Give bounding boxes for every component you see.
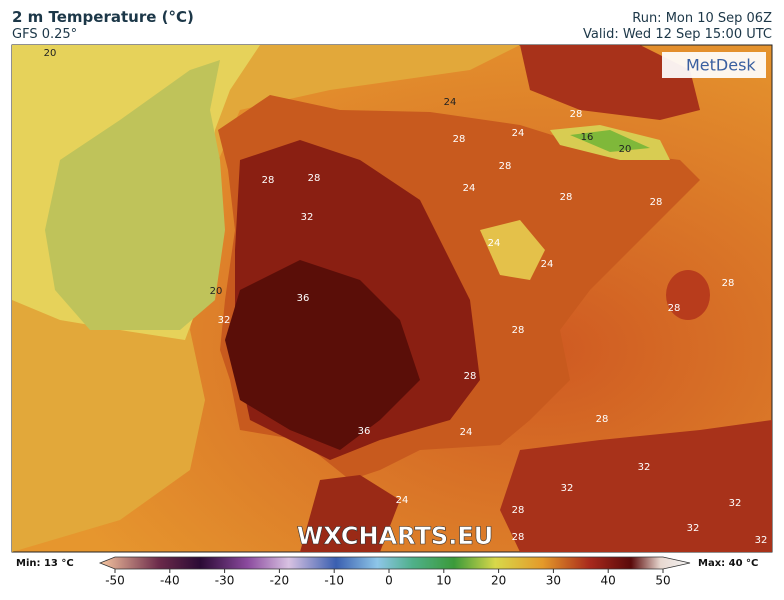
logo: MetDesk xyxy=(686,56,756,75)
contour-label: 28 xyxy=(512,325,525,336)
north-africa xyxy=(500,420,772,552)
colorbar-tick-label: 0 xyxy=(385,574,393,588)
contour-label: 28 xyxy=(560,192,573,203)
max-label: Max: 40 °C xyxy=(698,558,758,569)
colorbar-tick-label: 20 xyxy=(491,574,506,588)
contour-label: 20 xyxy=(210,286,223,297)
contour-label: 28 xyxy=(650,197,663,208)
atlantic-cool xyxy=(45,60,225,330)
valid-time: Valid: Wed 12 Sep 15:00 UTC xyxy=(583,27,772,42)
contour-label: 28 xyxy=(308,173,321,184)
contour-label: 28 xyxy=(512,505,525,516)
contour-label: 28 xyxy=(668,303,681,314)
colorbar-ramp xyxy=(98,556,691,570)
contour-label: 24 xyxy=(444,97,457,108)
pyrenees-cool xyxy=(570,130,650,152)
contour-label: 36 xyxy=(297,293,310,304)
colorbar-tick-label: -50 xyxy=(105,574,125,588)
colorbar-tick-label: -10 xyxy=(324,574,344,588)
iberia-hottest xyxy=(225,260,420,450)
contour-label: 24 xyxy=(463,183,476,194)
contour-label: 32 xyxy=(687,523,700,534)
contour-label: 32 xyxy=(729,498,742,509)
contour-label: 36 xyxy=(358,426,371,437)
contour-label: 24 xyxy=(460,427,473,438)
colorbar-tick-label: -40 xyxy=(160,574,180,588)
colorbar-tick-label: 30 xyxy=(546,574,561,588)
colorbar-tick-label: -30 xyxy=(215,574,235,588)
contour-label: 24 xyxy=(541,259,554,270)
contour-label: 16 xyxy=(581,132,594,143)
iberian-range xyxy=(480,220,545,280)
mallorca xyxy=(666,270,710,320)
contour-label: 24 xyxy=(488,238,501,249)
contour-label: 28 xyxy=(596,414,609,425)
contour-label: 28 xyxy=(722,278,735,289)
contour-label: 28 xyxy=(453,134,466,145)
run-time: Run: Mon 10 Sep 06Z xyxy=(632,11,772,26)
contour-label: 32 xyxy=(218,315,231,326)
logo-box xyxy=(662,52,766,78)
contour-labels: 20 24 28 24 16 20 28 28 28 28 24 28 28 3… xyxy=(44,48,768,546)
contour-label: 24 xyxy=(512,128,525,139)
map: MetDesk WXCHARTS.EU 20 24 28 24 16 20 28… xyxy=(11,44,773,553)
watermark: WXCHARTS.EU xyxy=(297,522,493,550)
contour-label: 28 xyxy=(570,109,583,120)
contour-label: 20 xyxy=(619,144,632,155)
colorbar: Min: 13 °C Max: 40 °C -50 -40 -30 -20 -10 0 10… xyxy=(16,556,758,588)
contour-label: 28 xyxy=(262,175,275,186)
title: 2 m Temperature (°C) xyxy=(12,8,194,26)
contour-label: 24 xyxy=(396,495,409,506)
contour-label: 28 xyxy=(464,371,477,382)
contour-label: 32 xyxy=(638,462,651,473)
contour-label: 32 xyxy=(755,535,768,546)
contour-label: 28 xyxy=(512,532,525,543)
colorbar-tick-label: 40 xyxy=(601,574,616,588)
subtitle: GFS 0.25° xyxy=(12,27,77,42)
contour-label: 28 xyxy=(499,161,512,172)
min-label: Min: 13 °C xyxy=(16,558,74,569)
colorbar-tick-label: 50 xyxy=(655,574,670,588)
contour-label: 32 xyxy=(561,483,574,494)
contour-label: 20 xyxy=(44,48,57,59)
morocco xyxy=(300,475,400,552)
contour-label: 32 xyxy=(301,212,314,223)
france xyxy=(520,45,700,120)
colorbar-tick-label: -20 xyxy=(270,574,290,588)
colorbar-tick-label: 10 xyxy=(436,574,451,588)
